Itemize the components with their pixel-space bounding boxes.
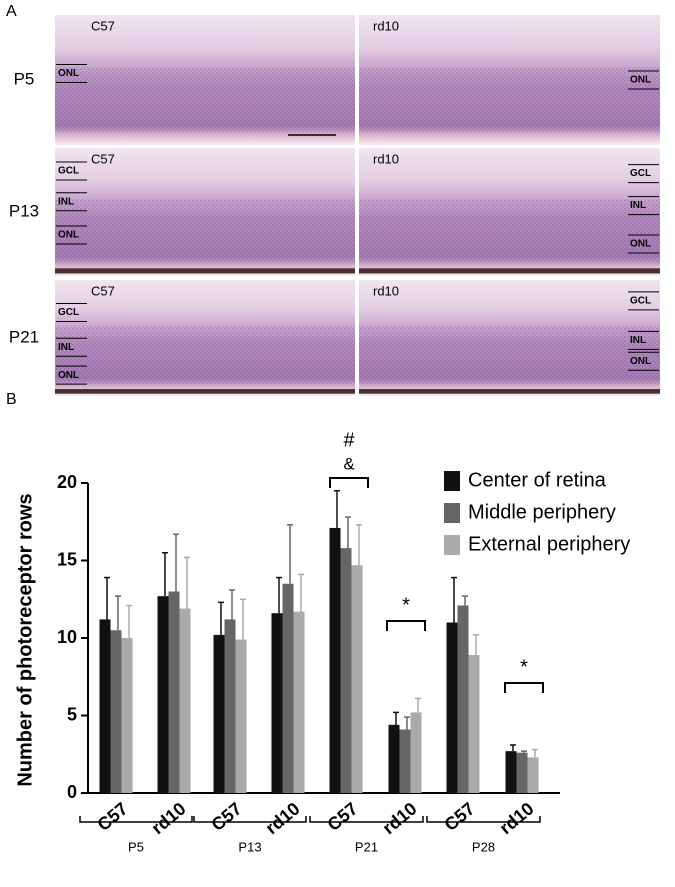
bar [168, 591, 180, 793]
panel-label: A [6, 3, 17, 20]
group-bracket [193, 816, 307, 823]
group-label: P21 [355, 839, 378, 854]
group-bracket [79, 816, 193, 823]
legend-swatch [444, 535, 460, 555]
layer-label: INL [630, 200, 646, 211]
bar [235, 639, 247, 793]
bar [179, 608, 191, 793]
bar [213, 634, 225, 793]
layer-label: INL [58, 342, 74, 353]
group-label: P13 [238, 839, 261, 854]
group-label: P28 [472, 839, 495, 854]
bar [505, 751, 517, 793]
y-tick-label: 15 [57, 549, 77, 569]
bar [224, 619, 236, 793]
annotation: * [520, 656, 528, 678]
bar [293, 611, 305, 793]
layer-label: ONL [630, 75, 651, 86]
layer-label: ONL [630, 239, 651, 250]
legend-swatch [444, 471, 460, 491]
bar [157, 596, 169, 793]
pigment-layer [359, 268, 660, 274]
group-bracket [426, 816, 541, 823]
image-label: C57 [91, 283, 115, 298]
significance-bracket [329, 477, 369, 488]
annotation: # [343, 429, 355, 451]
group-bracket [309, 816, 424, 823]
layer-label: ONL [58, 230, 79, 241]
bar [121, 638, 133, 793]
row-label: P5 [14, 69, 35, 88]
significance-bracket [504, 682, 544, 693]
y-tick-label: 5 [67, 704, 77, 724]
layer-label: GCL [630, 168, 651, 179]
bar [516, 752, 528, 793]
bar [399, 729, 411, 793]
bar [99, 619, 111, 793]
x-tick-label: rd10 [262, 798, 304, 838]
y-tick-label: 10 [57, 627, 77, 647]
image-label: rd10 [373, 283, 399, 298]
layer-label: ONL [58, 68, 79, 79]
bar [446, 622, 458, 793]
layer-label: ONL [58, 370, 79, 381]
layer-label: INL [58, 196, 74, 207]
bar [340, 548, 352, 793]
bar [457, 605, 469, 793]
bar [110, 630, 122, 793]
bar [271, 613, 283, 793]
legend-label: Center of retina [468, 469, 607, 491]
bar [468, 655, 480, 793]
layer-label: GCL [58, 307, 79, 318]
x-tick-label: rd10 [496, 798, 538, 838]
legend-swatch [444, 503, 460, 523]
pigment-layer [55, 268, 355, 274]
bar [388, 724, 400, 793]
annotation: & [343, 454, 355, 473]
x-tick-label: rd10 [379, 798, 421, 838]
layer-label: GCL [58, 166, 79, 177]
row-label: P13 [9, 201, 39, 220]
x-tick-label: C57 [440, 798, 478, 835]
layer-label: ONL [630, 356, 651, 367]
bar [410, 712, 422, 793]
x-tick-label: C57 [323, 798, 361, 835]
bar [282, 583, 294, 793]
histology-images [55, 15, 660, 396]
y-axis-label: Number of photoreceptor rows [14, 493, 36, 786]
bar [527, 757, 539, 793]
image-label: C57 [91, 151, 115, 166]
image-label: rd10 [373, 18, 399, 33]
panel-label: B [6, 391, 17, 408]
image-label: C57 [91, 18, 115, 33]
layer-label: GCL [630, 296, 651, 307]
bar [329, 527, 341, 793]
annotation: * [402, 594, 410, 616]
y-tick-label: 0 [67, 782, 77, 802]
histology-texture [359, 67, 660, 132]
pigment-layer [55, 389, 355, 394]
x-tick-label: rd10 [148, 798, 190, 838]
histology-texture [55, 326, 355, 385]
image-label: rd10 [373, 151, 399, 166]
row-label: P21 [9, 327, 39, 346]
pigment-layer [359, 389, 660, 394]
group-label: P5 [128, 839, 144, 854]
histology-texture [359, 326, 660, 385]
histology-texture [359, 199, 660, 264]
y-tick-label: 20 [57, 472, 77, 492]
bar [351, 565, 363, 793]
histology-texture [55, 67, 355, 132]
x-tick-label: C57 [93, 798, 131, 835]
legend-label: External periphery [468, 533, 630, 555]
layer-label: INL [630, 335, 646, 346]
legend-label: Middle periphery [468, 501, 616, 523]
histology-texture [55, 199, 355, 264]
x-tick-label: C57 [207, 798, 245, 835]
significance-bracket [386, 620, 426, 631]
